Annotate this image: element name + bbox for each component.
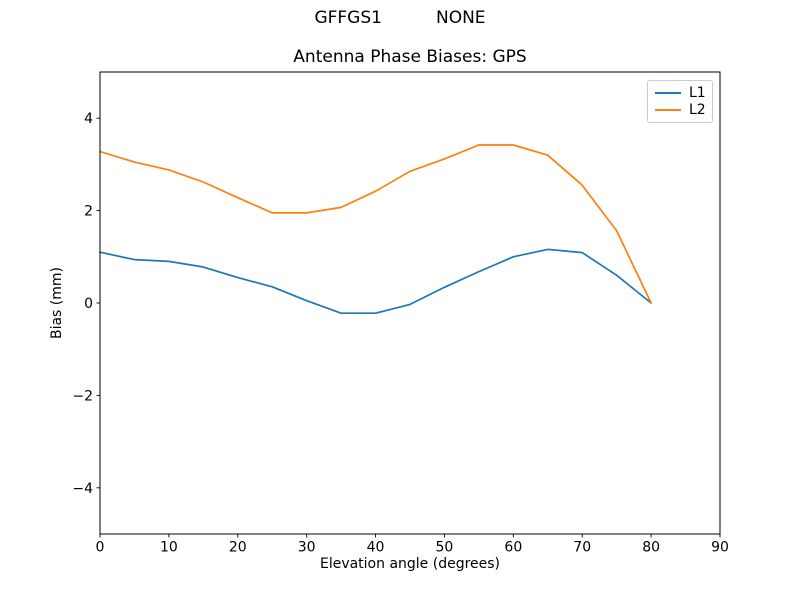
legend-line-sample-l2 xyxy=(655,109,681,112)
y-tick-label: 2 xyxy=(84,204,93,220)
legend-line-sample-l1 xyxy=(655,91,681,94)
axes-frame xyxy=(99,71,721,535)
legend-label-l1: L1 xyxy=(689,84,706,101)
x-tick-label: 50 xyxy=(436,540,454,556)
x-axis-label: Elevation angle (degrees) xyxy=(319,556,501,572)
series-line-l2 xyxy=(99,144,652,304)
legend-item-l1: L1 xyxy=(648,85,712,101)
y-tick-label: −4 xyxy=(72,481,93,497)
legend: L1 L2 xyxy=(647,80,713,123)
x-tick-label: 40 xyxy=(367,540,385,556)
figure-suptitle: GFFGS1 NONE xyxy=(314,8,486,28)
chart-title: Antenna Phase Biases: GPS xyxy=(293,47,527,67)
legend-item-l2: L2 xyxy=(648,102,712,118)
x-tick-label: 20 xyxy=(229,540,247,556)
y-tick-label: 0 xyxy=(84,296,93,312)
x-tick-label: 70 xyxy=(573,540,591,556)
x-tick-label: 10 xyxy=(160,540,178,556)
x-tick-label: 90 xyxy=(711,540,729,556)
x-tick-label: 80 xyxy=(642,540,660,556)
y-tick-label: −2 xyxy=(72,388,93,404)
x-tick-label: 30 xyxy=(298,540,316,556)
legend-label-l2: L2 xyxy=(689,102,706,119)
y-axis-label: Bias (mm) xyxy=(49,266,65,340)
y-tick-label: 4 xyxy=(84,111,93,127)
series-line-l1 xyxy=(99,248,652,315)
x-tick-label: 60 xyxy=(504,540,522,556)
x-tick-label: 0 xyxy=(96,540,105,556)
